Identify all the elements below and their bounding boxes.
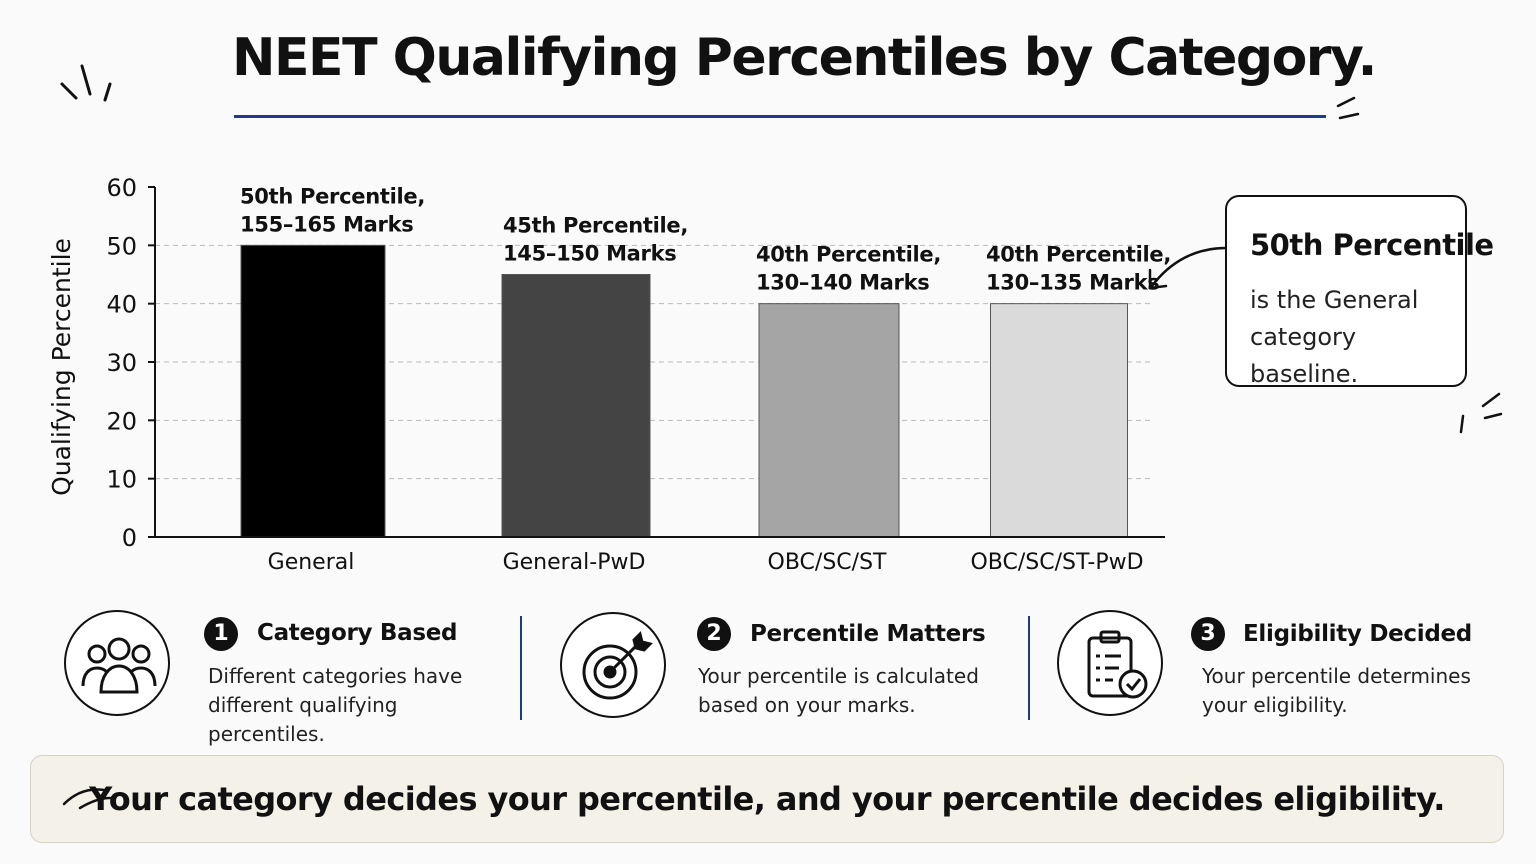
title-underline xyxy=(234,115,1326,118)
swoosh-icon xyxy=(62,788,112,810)
callout-heading: 50th Percentile xyxy=(1250,228,1494,262)
step-description: Your percentile is calculated based on y… xyxy=(698,664,979,717)
callout-body: is the General category baseline. xyxy=(1250,286,1419,388)
callout-box xyxy=(1225,195,1467,387)
data-label: 155–165 Marks xyxy=(240,212,413,236)
x-tick-label: General xyxy=(268,550,355,575)
data-label: 130–135 Marks xyxy=(986,271,1159,295)
step-title: Percentile Matters xyxy=(750,621,986,647)
data-label: 50th Percentile, xyxy=(240,184,425,208)
y-tick-label: 20 xyxy=(106,407,137,435)
step-description: Your percentile determines your eligibil… xyxy=(1202,664,1471,717)
spark-lines-icon xyxy=(1459,392,1503,434)
spark-lines-icon xyxy=(60,64,112,102)
people-group-icon xyxy=(64,610,170,716)
y-tick-label: 30 xyxy=(106,349,137,377)
page-title: NEET Qualifying Percentiles by Category. xyxy=(232,28,1377,88)
y-tick-label: 10 xyxy=(106,466,137,494)
y-tick-label: 60 xyxy=(106,174,137,202)
data-label: 145–150 Marks xyxy=(503,242,676,266)
callout-arrow-icon xyxy=(1148,246,1228,290)
summary-text: Your category decides your percentile, a… xyxy=(89,780,1445,818)
y-tick-label: 50 xyxy=(106,232,137,260)
divider xyxy=(1028,616,1030,720)
step-title: Category Based xyxy=(257,620,458,646)
bar-2 xyxy=(501,274,651,538)
clipboard-check-icon xyxy=(1057,610,1163,716)
y-tick-label: 40 xyxy=(106,291,137,319)
bar-chart: 50th Percentile, 155–165 Marks 45th Percen… xyxy=(47,174,1171,575)
y-tick-label: 0 xyxy=(122,524,137,552)
spark-lines-icon xyxy=(1336,96,1360,120)
bar-4 xyxy=(990,303,1128,538)
data-label: 130–140 Marks xyxy=(756,271,929,295)
bar-3 xyxy=(758,303,900,538)
data-label: 40th Percentile, xyxy=(756,243,941,267)
summary-banner xyxy=(30,755,1504,843)
step-number-badge: 1 xyxy=(204,617,238,651)
y-axis-label: Qualifying Percentile xyxy=(47,238,76,496)
axes: 0 10 20 30 40 50 60 General General-PwD OBC/SC/ST… xyxy=(106,174,1165,575)
x-tick-label: OBC/SC/ST xyxy=(768,550,887,575)
bar-1 xyxy=(240,244,386,538)
data-label: 45th Percentile, xyxy=(503,214,688,238)
step-title: Eligibility Decided xyxy=(1243,621,1472,647)
x-tick-label: General-PwD xyxy=(503,550,646,575)
step-number-badge: 2 xyxy=(697,617,731,651)
bars: 50th Percentile, 155–165 Marks 45th Percen… xyxy=(240,184,1171,538)
step-number-badge: 3 xyxy=(1191,617,1225,651)
x-tick-label: OBC/SC/ST-PwD xyxy=(970,550,1143,575)
data-label: 40th Percentile, xyxy=(986,243,1171,267)
step-description: Different categories have different qual… xyxy=(208,664,463,746)
target-icon xyxy=(560,612,666,718)
divider xyxy=(520,616,522,720)
